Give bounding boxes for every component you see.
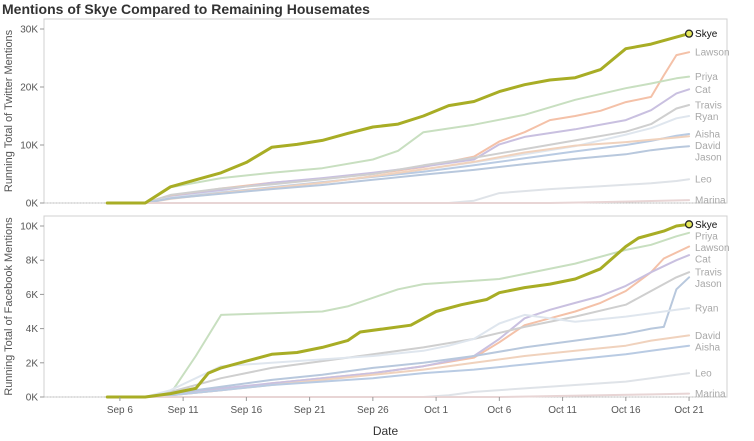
- x-axis-label: Date: [373, 424, 399, 438]
- x-tick-label: Sep 6: [107, 405, 134, 416]
- series-end-label: Travis: [695, 268, 722, 279]
- y-tick-label: 10K: [20, 222, 38, 233]
- panel-2: 0K 2K 4K 6K 8K 10K Running Total of Facebook M…: [3, 215, 730, 438]
- series-end-label: Cat: [695, 254, 711, 265]
- series-end-label: Lawson: [695, 243, 729, 254]
- series-line-skye: [105, 222, 691, 399]
- series-end-label: Ryan: [695, 304, 718, 315]
- series-line-cat: [106, 88, 691, 204]
- series-end-label: Travis: [695, 100, 722, 111]
- x-tick-label: Sep 16: [231, 405, 263, 416]
- chart-title: Mentions of Skye Compared to Remaining H…: [2, 1, 370, 17]
- series-line-ryan: [106, 307, 691, 398]
- y-tick-label: 30K: [20, 25, 38, 36]
- series-line-priya: [106, 231, 691, 398]
- series-line-ryan: [106, 115, 691, 204]
- series-end-label: Cat: [695, 85, 711, 96]
- series-line-priya: [106, 75, 691, 204]
- series-end-label: Priya: [695, 72, 718, 83]
- x-tick-label: Sep 26: [357, 405, 389, 416]
- series-end-label: Jason: [695, 152, 722, 163]
- series-end-label: Aisha: [695, 342, 720, 353]
- plot-frame: [43, 215, 728, 398]
- series-end-label: David: [695, 331, 721, 342]
- series-end-label: Leo: [695, 369, 712, 380]
- series-end-label: Lawson: [695, 48, 729, 59]
- series-end-label: Marina: [695, 389, 726, 400]
- y-tick-label: 8K: [26, 256, 39, 267]
- series-end-label: David: [695, 141, 721, 152]
- y-tick-label: 2K: [26, 358, 39, 369]
- y-axis-label: Running Total of Twitter Mentions: [3, 29, 15, 192]
- series-end-label: Ryan: [695, 112, 718, 123]
- x-tick-label: Oct 16: [611, 405, 641, 416]
- panel-1: 0K 10K 20K 30K Running Total of Twitter Ment…: [3, 18, 730, 210]
- x-tick-label: Sep 11: [168, 405, 199, 416]
- highlight-end-marker: [684, 220, 694, 229]
- series-line-travis: [106, 104, 691, 204]
- y-tick-label: 0K: [26, 199, 39, 210]
- series-line-marina: [106, 392, 691, 398]
- y-tick-label: 20K: [20, 83, 38, 94]
- series-line-jason: [106, 145, 691, 204]
- x-tick-label: Sep 21: [294, 405, 326, 416]
- y-tick-label: 0K: [26, 393, 39, 404]
- series-end-label: Leo: [695, 175, 712, 186]
- series-line-aisha: [106, 344, 691, 398]
- series-end-label: Skye: [695, 29, 718, 40]
- series-end-label: Jason: [695, 279, 722, 290]
- series-line-travis: [106, 271, 691, 398]
- x-tick-label: Oct 11: [548, 405, 577, 416]
- y-axis-label: Running Total of Facebook Mentions: [3, 217, 15, 396]
- series-line-cat: [106, 254, 691, 398]
- series-line-jason: [106, 276, 691, 398]
- series-end-label: Marina: [695, 196, 726, 207]
- y-tick-label: 4K: [26, 324, 39, 335]
- y-tick-label: 10K: [20, 141, 38, 152]
- x-tick-label: Oct 21: [674, 405, 704, 416]
- x-tick-label: Oct 1: [424, 405, 448, 416]
- x-tick-label: Oct 6: [487, 405, 511, 416]
- series-line-skye: [105, 32, 691, 205]
- series-end-label: Priya: [695, 231, 718, 242]
- series-line-marina: [106, 199, 691, 204]
- series-end-label: Skye: [695, 220, 718, 231]
- series-end-label: Aisha: [695, 129, 720, 140]
- y-tick-label: 6K: [26, 290, 39, 301]
- highlight-end-marker: [684, 29, 694, 38]
